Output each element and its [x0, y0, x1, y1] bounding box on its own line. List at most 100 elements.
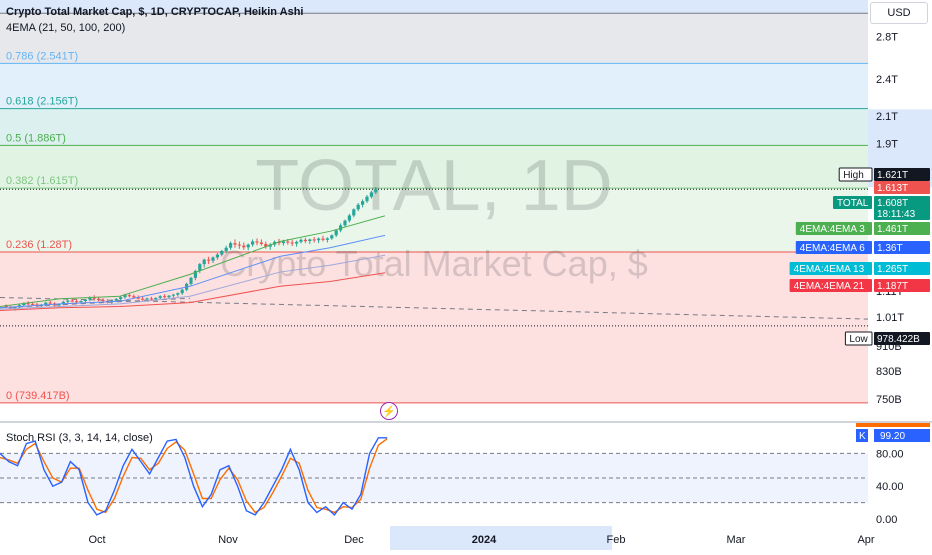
candle-body [237, 244, 241, 246]
candle-body [277, 241, 281, 244]
watermark-name: Crypto Total Market Cap, $ [220, 243, 648, 284]
price-label: Low 978.422B [844, 331, 930, 346]
candle-body [44, 302, 48, 305]
rsi-k-tag-text: K [859, 431, 866, 442]
price-label-value: 1.187T [877, 281, 908, 292]
price-label-value: 978.422B [877, 334, 920, 345]
price-label-value: 1.265T [877, 264, 908, 275]
y-tick-label: 1.9T [876, 138, 898, 150]
price-label-box [874, 262, 930, 275]
fib-zone [0, 108, 868, 146]
price-label-tag [844, 331, 873, 346]
fib-zone [0, 145, 868, 189]
candle-body [158, 296, 162, 298]
lightning-bolt-icon[interactable]: ⚡ [380, 402, 398, 420]
price-label-tag [795, 241, 872, 254]
y-tick-label: 1.01T [876, 312, 904, 324]
fib-label: 0.382 (1.615T) [6, 175, 78, 187]
candle-body [75, 301, 79, 303]
price-label: TOTAL 1.608T [833, 196, 930, 209]
price-label-value: 1.621T [877, 170, 908, 181]
time-axis-highlight [390, 526, 612, 550]
candle-body [290, 242, 294, 244]
y-tick-label: 2.4T [876, 74, 898, 86]
candle-body [171, 294, 175, 296]
price-label: 4EMA:4EMA 6 1.36T [795, 241, 930, 254]
candle-body [251, 241, 255, 245]
candle-body [88, 297, 92, 300]
candle-body [312, 239, 316, 241]
candle-body [334, 230, 338, 236]
candle-body [224, 247, 228, 251]
candle-body [26, 303, 30, 305]
currency-button[interactable]: USD [870, 2, 928, 24]
fib-label: 0.5 (1.886T) [6, 132, 66, 144]
price-label-tag [789, 262, 872, 275]
candle-body [154, 297, 158, 300]
candle-body [123, 295, 127, 298]
rsi-k-label: K 99.20 [856, 429, 930, 442]
fib-label: 0.236 (1.28T) [6, 239, 72, 251]
fib-label: 0 (739.417B) [6, 390, 70, 402]
candle-body [229, 243, 233, 248]
price-label-value: 1.36T [877, 243, 903, 254]
candle-body [119, 297, 123, 299]
stoch-rsi-label[interactable]: Stoch RSI (3, 3, 14, 14, close) [6, 432, 153, 444]
price-label-text: 4EMA:4EMA 13 [794, 264, 865, 275]
fib-zone [0, 188, 868, 253]
candle-body [189, 277, 193, 284]
price-label-tag [795, 222, 872, 235]
fib-label: 0.618 (2.156T) [6, 96, 78, 108]
candle-body [352, 209, 356, 216]
x-tick-label: Apr [857, 534, 874, 546]
candle-body [83, 299, 87, 302]
candle-body [149, 298, 153, 300]
price-label-tag [789, 279, 872, 292]
price-label: High 1.621T [838, 167, 930, 182]
price-label-value: 18:11:43 [877, 209, 916, 220]
candle-body [101, 300, 105, 302]
price-label-tag [833, 196, 872, 209]
candle-body [180, 289, 184, 294]
candle-body [22, 303, 26, 306]
candle-body [255, 241, 259, 243]
price-label-box [874, 207, 930, 220]
candle-body [176, 293, 180, 295]
x-tick-label: Dec [344, 534, 364, 546]
candle-body [215, 254, 219, 258]
ema-line [0, 254, 386, 310]
candle-body [321, 238, 325, 240]
rsi-y-tick: 80.00 [876, 448, 904, 460]
x-tick-label: Mar [727, 534, 746, 546]
indicator-label[interactable]: 4EMA (21, 50, 100, 200) [6, 22, 126, 34]
candle-body [268, 244, 272, 247]
x-tick-label: Oct [88, 534, 105, 546]
candle-body [13, 307, 17, 309]
candle-body [31, 303, 35, 305]
ema-line [0, 272, 386, 311]
y-tick-label: 2.1T [876, 111, 898, 123]
price-label-tag [838, 167, 873, 182]
price-label-value: 1.613T [877, 183, 908, 194]
candle-body [211, 257, 215, 261]
candle-body [259, 242, 263, 244]
y-tick-label: 830B [876, 366, 902, 378]
price-label-text: TOTAL [837, 198, 869, 209]
candle-body [281, 241, 285, 244]
price-label: 1.613T [874, 181, 930, 194]
price-label-text: 4EMA:4EMA 21 [794, 281, 865, 292]
price-label-value: 1.461T [877, 224, 908, 235]
chart-title: Crypto Total Market Cap, $, 1D, CRYPTOCA… [6, 6, 304, 18]
fib-zone-top [0, 0, 868, 14]
candle-body [193, 270, 197, 278]
candle-body [369, 192, 373, 197]
candle-body [114, 298, 118, 301]
candle-body [361, 201, 365, 205]
x-tick-label: Nov [218, 534, 238, 546]
candle-body [9, 307, 13, 309]
candle-body [163, 296, 167, 298]
price-label-box [874, 279, 930, 292]
watermark-symbol: TOTAL, 1D [255, 146, 612, 226]
